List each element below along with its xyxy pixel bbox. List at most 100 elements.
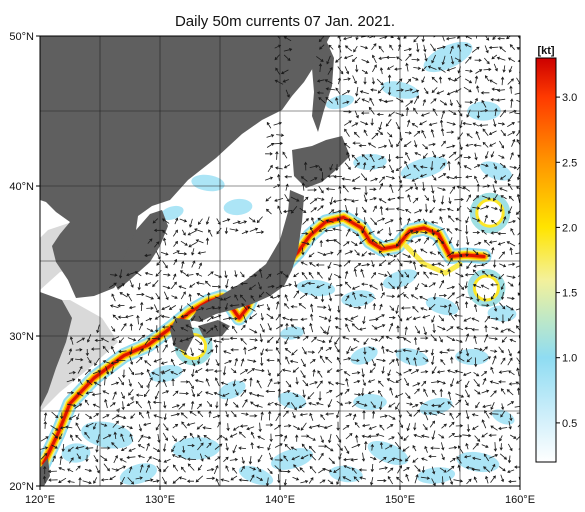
current-arrow — [508, 349, 512, 357]
current-arrow — [440, 304, 448, 309]
current-arrow — [403, 294, 409, 299]
current-arrow — [205, 391, 214, 396]
current-arrow — [94, 338, 102, 343]
current-arrow — [351, 122, 359, 127]
current-arrow — [256, 466, 262, 473]
current-arrow — [345, 432, 353, 440]
current-arrow — [226, 423, 230, 432]
current-arrow — [359, 476, 367, 480]
current-arrow — [323, 424, 333, 429]
current-arrow — [110, 345, 116, 355]
current-arrow — [329, 163, 334, 171]
current-arrow — [335, 87, 341, 95]
current-arrow — [395, 304, 399, 315]
current-arrow — [232, 425, 240, 431]
current-arrow — [509, 247, 513, 255]
current-arrow — [84, 431, 90, 439]
current-arrow — [368, 230, 375, 235]
current-arrow — [197, 357, 201, 365]
current-arrow — [387, 475, 394, 485]
current-arrow — [93, 413, 100, 418]
current-arrow — [353, 379, 361, 384]
current-arrow — [152, 447, 161, 452]
current-arrow — [274, 198, 284, 202]
current-arrow — [243, 314, 248, 324]
current-arrow — [388, 359, 395, 365]
current-arrow — [497, 241, 506, 246]
current-arrow — [439, 279, 445, 289]
current-arrow — [223, 350, 231, 354]
current-arrow — [412, 316, 421, 321]
current-arrow — [370, 88, 377, 92]
current-arrow — [197, 464, 203, 471]
current-arrow — [466, 261, 473, 270]
current-arrow — [507, 328, 515, 334]
current-arrow — [212, 306, 222, 310]
current-arrow — [196, 293, 204, 298]
current-arrow — [259, 333, 263, 343]
x-tick-label: 160°E — [505, 494, 535, 506]
current-arrow — [351, 358, 360, 363]
current-arrow — [387, 86, 392, 96]
current-arrow — [234, 389, 239, 396]
current-arrow — [358, 327, 367, 331]
current-arrow — [399, 131, 403, 142]
current-arrow — [508, 219, 516, 224]
current-arrow — [204, 280, 211, 287]
current-arrow — [438, 380, 446, 385]
current-arrow — [224, 303, 228, 311]
current-arrow — [416, 43, 420, 53]
current-arrow — [491, 54, 498, 60]
current-arrow — [424, 53, 428, 62]
current-arrow — [118, 376, 124, 386]
current-arrow — [509, 434, 517, 439]
current-arrow — [320, 435, 324, 444]
current-arrow — [453, 175, 462, 180]
current-arrow — [471, 467, 481, 472]
current-arrow — [492, 355, 497, 365]
current-arrow — [481, 229, 487, 235]
current-arrow — [474, 164, 481, 168]
current-arrow — [490, 390, 497, 398]
current-arrow — [447, 292, 455, 300]
current-arrow — [171, 348, 179, 353]
current-arrow — [239, 369, 249, 375]
current-arrow — [208, 229, 213, 237]
current-arrow — [178, 285, 187, 290]
current-arrow — [395, 378, 402, 383]
current-arrow — [354, 392, 362, 397]
current-arrow — [370, 272, 377, 279]
current-arrow — [517, 217, 520, 221]
current-arrow — [516, 387, 520, 395]
current-arrow — [500, 292, 505, 300]
current-arrow — [161, 218, 170, 224]
current-arrow — [180, 291, 186, 300]
current-arrow — [266, 134, 275, 138]
current-arrow — [465, 175, 473, 179]
current-arrow — [363, 338, 369, 346]
current-arrow — [113, 455, 118, 464]
current-arrow — [232, 467, 238, 474]
current-arrow — [449, 186, 456, 194]
current-arrow — [111, 414, 120, 420]
current-arrow — [300, 454, 309, 460]
current-arrow — [267, 468, 273, 475]
current-arrow — [336, 421, 340, 431]
current-arrow — [93, 477, 98, 484]
current-arrow — [354, 110, 359, 119]
current-arrow — [187, 443, 195, 448]
current-arrow — [163, 423, 169, 431]
current-arrow — [293, 464, 300, 472]
current-arrow — [474, 357, 478, 368]
current-arrow — [343, 54, 354, 60]
colorbar-tick-label: 2.0 — [562, 222, 577, 234]
current-arrow — [318, 63, 323, 73]
current-arrow — [179, 391, 189, 396]
current-arrow — [82, 480, 92, 485]
current-arrow — [212, 314, 222, 319]
current-arrow — [301, 231, 309, 236]
current-arrow — [416, 346, 420, 356]
current-arrow — [500, 388, 506, 395]
current-arrow — [285, 380, 292, 388]
